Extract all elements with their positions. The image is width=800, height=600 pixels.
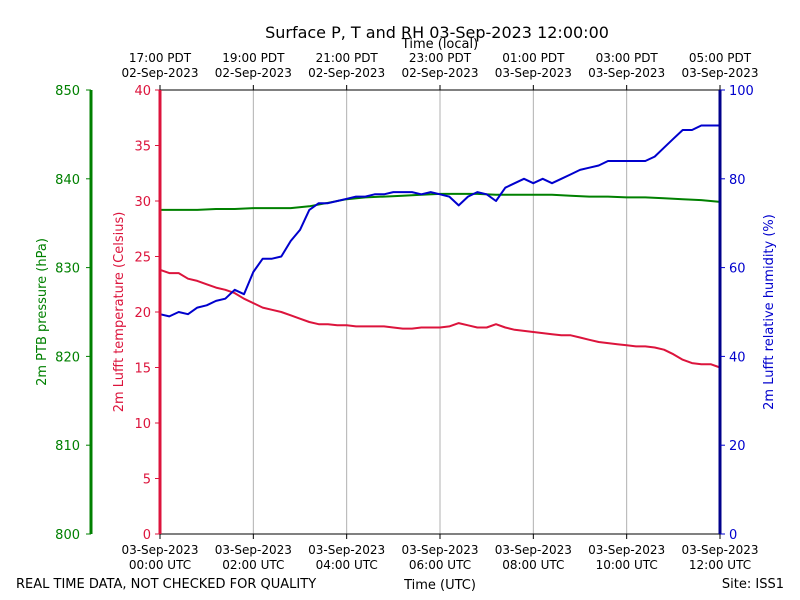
humidity-tick-label: 100 [729, 84, 754, 99]
local-tick-date: 03-Sep-2023 [588, 66, 665, 80]
utc-tick-date: 03-Sep-2023 [681, 543, 758, 557]
utc-tick-time: 12:00 UTC [689, 558, 751, 572]
series-layer [159, 124, 721, 369]
bottom-axis-label: Time (UTC) [403, 578, 476, 593]
utc-tick-date: 03-Sep-2023 [495, 543, 572, 557]
local-tick-date: 02-Sep-2023 [121, 66, 198, 80]
utc-tick-time: 08:00 UTC [502, 558, 564, 572]
local-tick-time: 21:00 PDT [316, 51, 379, 65]
grid-lines [252, 90, 628, 534]
local-tick-time: 23:00 PDT [409, 51, 472, 65]
utc-tick-time: 00:00 UTC [129, 558, 191, 572]
local-tick-date: 02-Sep-2023 [308, 66, 385, 80]
pressure-axis-label: 2m PTB pressure (hPa) [35, 238, 50, 386]
humidity-tick-label: 80 [729, 173, 746, 188]
axes-layer: 0 5 10 15 20 25 30 35 40 800 810 820 830 840 850 0 20 40 6… [55, 51, 758, 572]
temperature-tick-label: 40 [134, 84, 151, 99]
humidity-series-line [159, 124, 720, 318]
pressure-tick-label: 820 [55, 350, 80, 365]
temperature-tick-label: 35 [134, 140, 151, 155]
pressure-tick-label: 800 [55, 528, 80, 543]
chart-title: Surface P, T and RH 03-Sep-2023 12:00:00 [265, 23, 609, 42]
utc-tick-date: 03-Sep-2023 [215, 543, 292, 557]
humidity-axis-label: 2m Lufft relative humidity (%) [762, 214, 777, 410]
site-label: Site: ISS1 [722, 577, 784, 592]
temperature-tick-label: 25 [134, 251, 151, 266]
local-tick-time: 17:00 PDT [129, 51, 192, 65]
utc-tick-date: 03-Sep-2023 [401, 543, 478, 557]
local-tick-date: 02-Sep-2023 [401, 66, 478, 80]
temperature-tick-label: 0 [143, 528, 151, 543]
utc-tick-time: 06:00 UTC [409, 558, 471, 572]
pressure-tick-label: 850 [55, 84, 80, 99]
local-tick-time: 03:00 PDT [596, 51, 659, 65]
temperature-axis-label: 2m Lufft temperature (Celsius) [112, 212, 127, 413]
top-axis-label: Time (local) [401, 37, 478, 52]
pressure-tick-label: 830 [55, 262, 80, 277]
local-tick-date: 03-Sep-2023 [495, 66, 572, 80]
utc-tick-date: 03-Sep-2023 [588, 543, 665, 557]
utc-tick-time: 02:00 UTC [222, 558, 284, 572]
local-tick-time: 19:00 PDT [222, 51, 285, 65]
pressure-tick-label: 840 [55, 173, 80, 188]
temperature-series-line [159, 268, 721, 369]
utc-tick-date: 03-Sep-2023 [308, 543, 385, 557]
utc-tick-time: 04:00 UTC [316, 558, 378, 572]
humidity-tick-label: 0 [729, 528, 737, 543]
pressure-tick-label: 810 [55, 439, 80, 454]
local-tick-date: 03-Sep-2023 [681, 66, 758, 80]
humidity-tick-label: 60 [729, 262, 746, 277]
humidity-tick-label: 40 [729, 350, 746, 365]
temperature-tick-label: 5 [143, 473, 151, 488]
local-tick-time: 01:00 PDT [502, 51, 565, 65]
local-tick-date: 02-Sep-2023 [215, 66, 292, 80]
temperature-tick-label: 10 [134, 417, 151, 432]
quality-note: REAL TIME DATA, NOT CHECKED FOR QUALITY [16, 577, 316, 592]
local-tick-time: 05:00 PDT [689, 51, 752, 65]
humidity-tick-label: 20 [729, 439, 746, 454]
temperature-tick-label: 15 [134, 362, 151, 377]
temperature-tick-label: 30 [134, 195, 151, 210]
utc-tick-date: 03-Sep-2023 [121, 543, 198, 557]
temperature-tick-label: 20 [134, 306, 151, 321]
utc-tick-time: 10:00 UTC [596, 558, 658, 572]
